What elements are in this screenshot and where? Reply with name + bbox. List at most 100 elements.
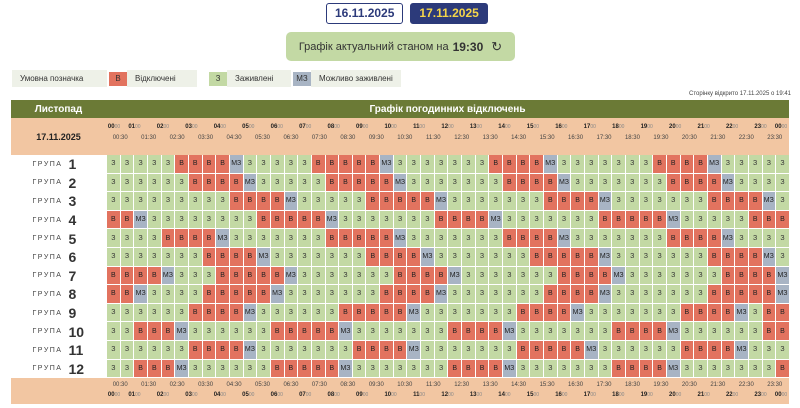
group-row: ГРУПА 8 В В МЗ З З З З В В В В В МЗ З З З З З З З В В В В МЗ З З З З З З… — [11, 285, 789, 304]
cell-on: З — [665, 285, 680, 304]
group-row: ГРУПА 12 З З В В В МЗ З З З З З З В В В В В МЗ З З З З З З З В В В В МЗ… — [11, 359, 789, 379]
cell-on: З — [529, 266, 543, 286]
cell-maybe-on: МЗ — [706, 155, 721, 174]
cell-on: З — [679, 322, 694, 341]
cell-on: З — [119, 173, 134, 193]
cell-off: В — [665, 155, 680, 174]
cell-on: З — [201, 322, 216, 341]
cell-maybe-on: МЗ — [556, 173, 571, 193]
cell-on: З — [379, 210, 393, 230]
cell-on: З — [338, 266, 352, 286]
cell-off: В — [379, 340, 393, 360]
cell-on: З — [106, 322, 120, 341]
cell-off: В — [379, 229, 393, 248]
cell-off: В — [638, 359, 653, 379]
cell-off: В — [379, 192, 393, 211]
cell-on: З — [570, 229, 584, 248]
cell-off: В — [338, 229, 352, 248]
group-word: ГРУПА — [32, 253, 63, 261]
cell-off: В — [679, 155, 694, 174]
cell-on: З — [365, 322, 380, 341]
cell-on: З — [679, 247, 694, 267]
cell-off: В — [256, 192, 270, 211]
cell-on: З — [269, 173, 284, 193]
cell-on: З — [734, 322, 748, 341]
cell-off: В — [556, 340, 571, 360]
page-opened-timestamp: Сторінку відкрито 17.11.2025 о 19:41 — [689, 91, 791, 97]
cell-on: З — [187, 359, 202, 379]
hour-label: 1600 — [555, 392, 568, 399]
half-hour-label: 19:30 — [653, 382, 669, 389]
group-row: ГРУПА 11 З З З З З З В В В В МЗ З З З З З З З В В В В МЗ З З З З З З З В… — [11, 340, 789, 360]
group-label: ГРУПА 10 — [11, 322, 106, 341]
cell-off: В — [351, 303, 366, 323]
cell-on: З — [597, 359, 612, 379]
cell-on: З — [624, 303, 639, 323]
cell-on: З — [338, 192, 352, 211]
cell-off: В — [310, 322, 325, 341]
group-word: ГРУПА — [32, 309, 63, 317]
cell-on: З — [720, 359, 735, 379]
cell-off: В — [338, 173, 352, 193]
cell-on: З — [474, 303, 489, 323]
cell-on: З — [106, 247, 120, 267]
cell-off: В — [665, 173, 680, 193]
cell-off: В — [734, 266, 748, 286]
cell-off: В — [310, 155, 325, 174]
cell-on: З — [624, 285, 639, 304]
cell-off: В — [106, 210, 120, 230]
cell-on: З — [242, 155, 257, 174]
hour-label: 0700 — [299, 392, 312, 399]
cell-off: В — [324, 359, 339, 379]
group-label: ГРУПА 2 — [11, 174, 106, 193]
cell-off: В — [515, 229, 530, 248]
cell-on: З — [652, 340, 666, 360]
cell-on: З — [693, 359, 707, 379]
cell-on: З — [106, 303, 120, 323]
cell-on: З — [775, 247, 789, 267]
cell-on: З — [146, 210, 161, 230]
cell-off: В — [420, 266, 434, 286]
refresh-icon[interactable]: ↻ — [491, 38, 503, 54]
cell-on: З — [283, 303, 298, 323]
cell-on: З — [624, 173, 639, 193]
cell-on: З — [392, 210, 407, 230]
cell-off: В — [187, 340, 202, 360]
cell-off: В — [406, 266, 421, 286]
cell-off: В — [502, 155, 516, 174]
hour-label: 1000 — [384, 392, 397, 399]
cell-off: В — [324, 173, 339, 193]
cell-off: В — [720, 266, 735, 286]
cell-on: З — [420, 322, 434, 341]
cell-on: З — [242, 322, 257, 341]
cell-on: З — [119, 322, 134, 341]
cell-off: В — [474, 322, 489, 341]
date-tab-0[interactable]: 16.11.2025 — [326, 3, 404, 24]
cell-maybe-on: МЗ — [324, 210, 339, 230]
cell-on: З — [461, 285, 475, 304]
cell-off: В — [679, 229, 694, 248]
cell-off: В — [706, 173, 721, 193]
cell-on: З — [570, 210, 584, 230]
cell-off: В — [215, 303, 229, 323]
cell-on: З — [146, 173, 161, 193]
hour-label: 0200 — [156, 124, 170, 130]
cell-on: З — [597, 155, 612, 174]
cell-on: З — [447, 340, 462, 360]
hour-label: 1100 — [413, 124, 425, 130]
cell-off: В — [269, 322, 284, 341]
cell-off: В — [693, 229, 707, 248]
cell-on: З — [556, 359, 571, 379]
cell-off: В — [652, 155, 666, 174]
cell-on: З — [269, 303, 284, 323]
cell-on: З — [310, 173, 325, 193]
date-tab-1[interactable]: 17.11.2025 — [410, 3, 488, 24]
cell-on: З — [747, 173, 762, 193]
cell-on: З — [570, 359, 584, 379]
cell-on: З — [338, 247, 352, 267]
cell-off: В — [474, 210, 489, 230]
cell-off: В — [665, 229, 680, 248]
hour-label: 1400 — [498, 124, 511, 130]
cell-off: В — [461, 210, 475, 230]
cell-maybe-on: МЗ — [775, 285, 789, 304]
